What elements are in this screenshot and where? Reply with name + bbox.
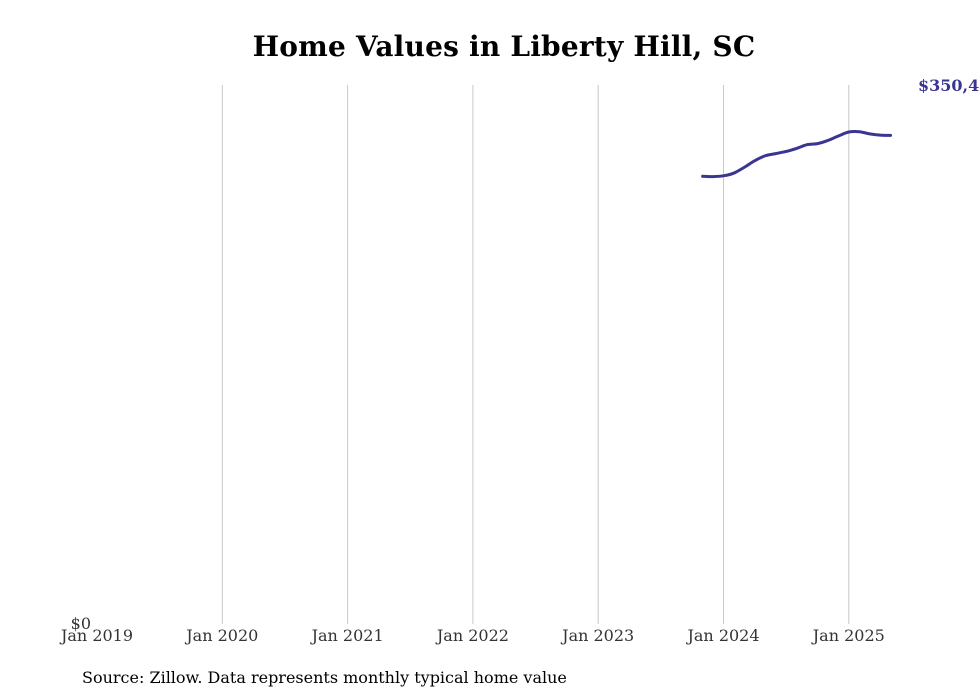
- x-tick-label: Jan 2023: [560, 626, 634, 645]
- x-tick-label: Jan 2024: [685, 626, 759, 645]
- data-point: [722, 174, 725, 177]
- data-point: [816, 142, 819, 145]
- x-tick-label: Jan 2019: [59, 626, 133, 645]
- y-tick-label: $0: [71, 614, 91, 633]
- x-tick-label: Jan 2025: [811, 626, 885, 645]
- data-point: [732, 172, 735, 175]
- source-note: Source: Zillow. Data represents monthly …: [82, 668, 567, 687]
- data-point: [753, 159, 756, 162]
- data-point: [826, 139, 829, 142]
- data-point: [764, 154, 767, 157]
- x-tick-label: Jan 2021: [310, 626, 384, 645]
- data-point: [774, 152, 777, 155]
- data-point: [743, 166, 746, 169]
- x-tick-label: Jan 2022: [435, 626, 509, 645]
- x-tick-label: Jan 2020: [184, 626, 258, 645]
- data-point: [795, 147, 798, 150]
- chart-title: Home Values in Liberty Hill, SC: [252, 30, 756, 63]
- data-point: [879, 134, 882, 137]
- data-point: [837, 134, 840, 137]
- data-point: [847, 131, 850, 134]
- data-point: [712, 175, 715, 178]
- data-point: [701, 175, 704, 178]
- data-point: [806, 143, 809, 146]
- data-point: [889, 134, 892, 137]
- data-point: [858, 130, 861, 133]
- end-value-label: $350,480: [918, 76, 980, 95]
- series-line: [701, 129, 893, 179]
- data-point: [868, 132, 871, 135]
- data-point: [785, 150, 788, 153]
